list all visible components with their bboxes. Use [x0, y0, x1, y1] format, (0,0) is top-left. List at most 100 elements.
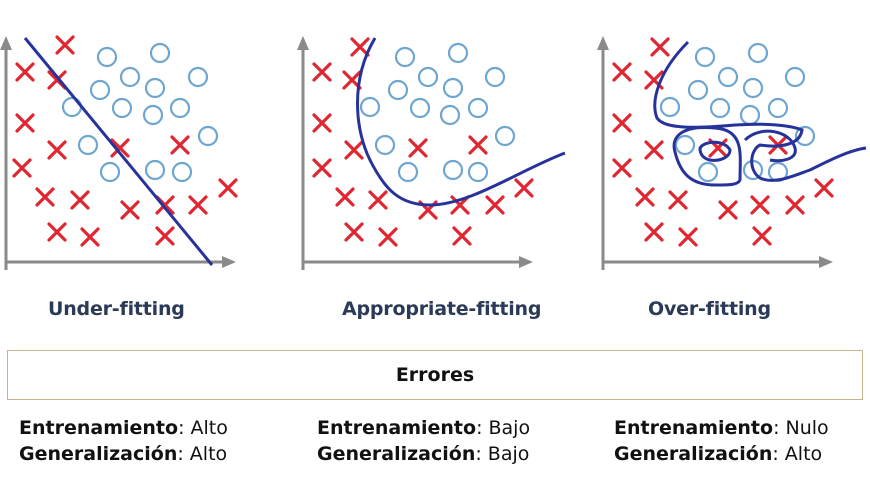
circle-marker [494, 125, 516, 147]
cross-marker [312, 113, 332, 133]
cross-marker [55, 35, 75, 55]
cross-marker [12, 158, 32, 178]
cross-marker [450, 195, 470, 215]
circle-marker [197, 125, 219, 147]
cross-marker [750, 195, 770, 215]
cross-marker [635, 187, 655, 207]
errors-column-over: Entrenamiento: Nulo Generalización: Alto [614, 415, 829, 467]
circle-marker [77, 134, 99, 156]
circle-marker [89, 79, 111, 101]
cross-marker [752, 226, 772, 246]
axes [297, 36, 533, 270]
circle-marker [374, 134, 396, 156]
circle-marker [442, 159, 464, 181]
training-value: : Bajo [476, 417, 531, 439]
cross-marker [15, 113, 35, 133]
errors-column-under: Entrenamiento: Alto Generalización: Alto [19, 415, 228, 467]
generalization-label: Generalización [19, 443, 178, 465]
cross-marker [785, 195, 805, 215]
cross-marker [80, 227, 100, 247]
circle-marker [747, 42, 769, 64]
circle-marker [659, 96, 681, 118]
overfit-boundary-outer [653, 40, 867, 182]
circle-marker [439, 104, 461, 126]
circle-marker [717, 66, 739, 88]
circle-marker [467, 97, 489, 119]
circle-marker [447, 42, 469, 64]
caption-under-fitting: Under-fitting [48, 298, 185, 320]
generalization-label: Generalización [614, 443, 773, 465]
circle-marker [187, 66, 209, 88]
circle-marker [742, 77, 764, 99]
cross-marker [344, 222, 364, 242]
panel-over-fitting [597, 36, 867, 270]
markers-over [612, 37, 834, 247]
cross-marker [612, 158, 632, 178]
cross-marker [612, 62, 632, 82]
circle-marker [409, 97, 431, 119]
generalization-value: : Bajo [475, 443, 530, 465]
cross-marker [312, 158, 332, 178]
circle-marker [784, 66, 806, 88]
cross-marker [644, 222, 664, 242]
cross-marker [650, 37, 670, 57]
cross-marker [644, 140, 664, 160]
circle-marker [111, 97, 133, 119]
markers-under [12, 35, 238, 247]
circle-marker [442, 77, 464, 99]
circle-marker [397, 161, 419, 183]
circle-marker [96, 46, 118, 68]
training-label: Entrenamiento [614, 417, 774, 439]
cross-marker [35, 187, 55, 207]
cross-marker [110, 138, 130, 158]
circle-marker [739, 104, 761, 126]
fitting-diagram [0, 35, 867, 270]
cross-marker [452, 226, 472, 246]
cross-marker [47, 140, 67, 160]
axes [0, 36, 236, 270]
cross-marker [15, 62, 35, 82]
markers-appropriate [312, 37, 534, 247]
training-value: : Nulo [773, 417, 829, 439]
cross-marker [344, 140, 364, 160]
cross-marker [335, 187, 355, 207]
circle-marker [709, 97, 731, 119]
cross-marker [188, 195, 208, 215]
circle-marker [794, 125, 816, 147]
generalization-value: : Alto [772, 443, 823, 465]
training-label: Entrenamiento [317, 417, 477, 439]
cross-marker [170, 135, 190, 155]
cross-marker [678, 227, 698, 247]
panel-appropriate-fitting [297, 36, 566, 270]
cross-marker [814, 178, 834, 198]
circle-marker [694, 46, 716, 68]
cross-marker [47, 222, 67, 242]
circle-marker [467, 161, 489, 183]
overfit-pocket-left [672, 125, 742, 187]
generalization-value: : Alto [177, 443, 228, 465]
training-value: : Alto [178, 417, 228, 439]
cross-marker [218, 178, 238, 198]
cross-marker [408, 138, 428, 158]
caption-over-fitting: Over-fitting [648, 298, 771, 320]
circle-marker [394, 46, 416, 68]
cross-marker [378, 227, 398, 247]
circle-marker [99, 161, 121, 183]
circle-marker [169, 97, 191, 119]
cross-marker [350, 37, 370, 57]
circle-marker [697, 161, 719, 183]
cross-marker [70, 190, 90, 210]
training-label: Entrenamiento [19, 417, 179, 439]
circle-marker [119, 66, 141, 88]
circle-marker [142, 104, 164, 126]
circle-marker [149, 42, 171, 64]
circle-marker [767, 97, 789, 119]
errors-header-box: Errores [7, 350, 863, 400]
cross-marker [368, 190, 388, 210]
circle-marker [387, 79, 409, 101]
caption-appropriate-fitting: Appropriate-fitting [342, 298, 542, 320]
overfit-pocket-right [743, 129, 797, 163]
generalization-label: Generalización [317, 443, 476, 465]
cross-marker [612, 113, 632, 133]
circle-marker [171, 161, 193, 183]
